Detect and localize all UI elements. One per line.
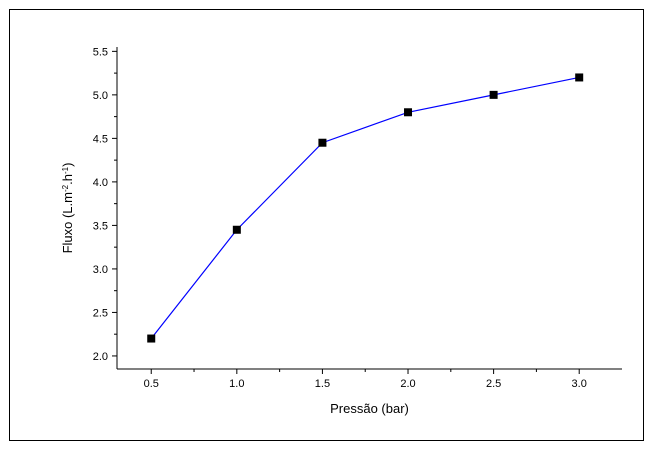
y-tick-label: 2.0 [93,351,108,363]
x-tick-label: 0.5 [144,378,159,390]
y-tick-label: 5.5 [93,46,108,58]
axes [116,47,622,370]
series [147,73,584,343]
y-tick-label: 4.5 [93,133,108,145]
y-axis-title-exp1: -2 [61,184,70,192]
data-point [575,73,584,82]
y-tick-label: 2.5 [93,307,108,319]
series-line [150,76,580,339]
data-point [404,108,413,117]
x-tick-label: 2.0 [400,378,415,390]
y-tick-label: 5.0 [93,90,108,102]
y-tick-label: 3.0 [93,264,108,276]
y-axis-title-base: Fluxo (L.m [60,192,75,253]
data-point [489,90,498,99]
x-tick-label: 3.0 [572,378,587,390]
y-tick-label: 3.5 [93,220,108,232]
data-point [147,334,156,343]
y-axis-title-end: ) [60,163,75,167]
y-axis-title: Fluxo (L.m-2.h-1) [60,163,75,254]
data-point [318,138,327,147]
y-axis-title-mid: .h [60,174,75,185]
x-tick-label: 2.5 [486,378,501,390]
x-tick-label: 1.5 [315,378,330,390]
y-axis-title-exp2: -1 [61,166,70,174]
ticks: 0.5 1.0 1.5 2.0 2.5 3.0 2.0 2.5 3.0 3.5 4.0 4.5 5.0 5… [93,46,587,390]
data-point [232,225,241,234]
y-tick-label: 4.0 [93,177,108,189]
x-tick-label: 1.0 [229,378,244,390]
x-axis-title: Pressão (bar) [330,401,409,416]
